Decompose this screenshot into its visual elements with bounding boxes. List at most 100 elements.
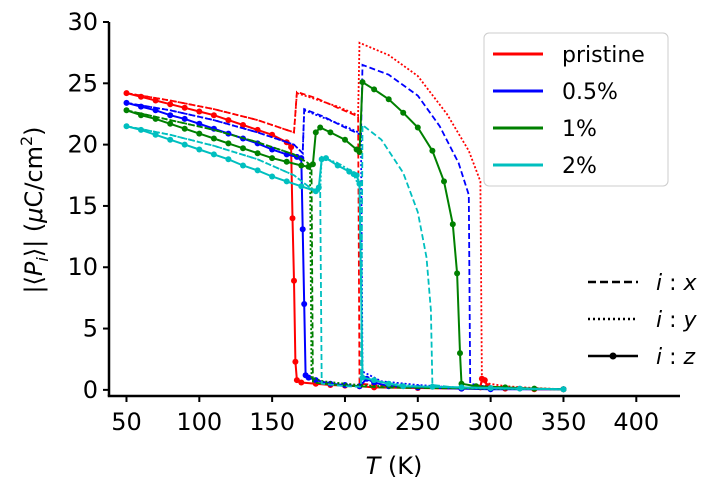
series-2pct-z-point bbox=[353, 172, 360, 179]
series-pristine-z-point bbox=[293, 377, 300, 384]
series-1pct-z-point bbox=[441, 178, 447, 185]
legend-label: 2% bbox=[562, 154, 597, 179]
component-axis: y bbox=[683, 308, 698, 333]
y-axis-title: |⟨Pi⟩| (μC/cm2) bbox=[17, 126, 52, 293]
y-tick-label: 20 bbox=[67, 131, 98, 159]
series-2pct-z-point bbox=[371, 377, 378, 384]
series-1pct-z-point bbox=[356, 149, 363, 155]
y-tick-label: 15 bbox=[67, 192, 98, 220]
series-0p5pct-z-point bbox=[152, 107, 159, 114]
component-legend-label: i : x bbox=[656, 271, 698, 296]
series-2pct-z-point bbox=[254, 167, 261, 174]
series-1pct-z-point bbox=[414, 124, 421, 131]
series-2pct-z-point bbox=[359, 374, 366, 381]
x-tick-label: 200 bbox=[322, 408, 368, 436]
series-pristine-z-point bbox=[123, 90, 130, 97]
series-1pct-z-point bbox=[429, 147, 436, 154]
series-2pct-z-point bbox=[210, 151, 217, 158]
series-2pct-z-point bbox=[385, 380, 392, 387]
series-0p5pct-z-point bbox=[299, 226, 306, 233]
series-pristine-z-point bbox=[225, 117, 232, 124]
legend-label: pristine bbox=[562, 43, 645, 68]
series-2pct-z-point bbox=[138, 126, 144, 133]
series-2pct-z-point bbox=[269, 173, 276, 180]
series-1pct-z-point bbox=[138, 112, 144, 119]
y-tick-label: 5 bbox=[83, 315, 98, 343]
component-axis: z bbox=[683, 345, 696, 370]
series-0p5pct-z-point bbox=[269, 146, 276, 153]
series-2pct-z-point bbox=[225, 156, 232, 163]
component-axis: x bbox=[683, 271, 698, 296]
series-pristine-z-point bbox=[152, 97, 159, 104]
series-pristine-z-point bbox=[288, 144, 295, 151]
series-1pct-z-point bbox=[359, 79, 366, 86]
series-0p5pct-z-point bbox=[301, 301, 308, 307]
series-pristine-z-point bbox=[292, 358, 299, 365]
series-2pct-z-point bbox=[400, 383, 407, 390]
series-2pct-z-point bbox=[356, 180, 363, 187]
series-2pct-z-point bbox=[315, 184, 322, 191]
series-1pct-z-point bbox=[196, 130, 203, 137]
series-0p5pct-z-point bbox=[123, 99, 130, 106]
series-2pct-z-point bbox=[560, 386, 567, 393]
series-1pct-z-point bbox=[181, 125, 188, 132]
series-1pct-z-point bbox=[342, 136, 348, 143]
series-2pct-z-point bbox=[323, 155, 329, 162]
series-legend: pristine 0.5% 1% 2% bbox=[483, 32, 669, 187]
y-tick-label: 30 bbox=[67, 8, 98, 36]
component-var: i bbox=[656, 271, 662, 296]
series-2pct-z-point bbox=[346, 168, 353, 175]
y-tick-label: 25 bbox=[67, 69, 98, 97]
component-var: i bbox=[656, 308, 662, 333]
x-tick-label: 250 bbox=[395, 408, 441, 436]
series-1pct-z-point bbox=[385, 96, 392, 103]
series-2pct-z-point bbox=[516, 385, 523, 392]
series-0p5pct-z-point bbox=[167, 112, 174, 119]
series-1pct-z-point bbox=[225, 140, 232, 147]
series-2pct-z-point bbox=[240, 162, 246, 169]
component-sep: : bbox=[662, 345, 683, 370]
series-2pct-z-point bbox=[123, 123, 130, 130]
x-tick-label: 350 bbox=[541, 408, 587, 436]
series-2pct-z-point bbox=[196, 146, 203, 153]
series-1pct-y-line bbox=[126, 109, 564, 391]
series-pristine-z-point bbox=[138, 93, 144, 100]
series-1pct-z-point bbox=[167, 120, 174, 127]
series-1pct-z-point bbox=[449, 221, 456, 228]
series-2pct-z-point bbox=[334, 162, 341, 169]
series-1pct-z-point bbox=[298, 162, 305, 169]
series-2pct-z-point bbox=[167, 136, 174, 143]
series-pristine-z-point bbox=[210, 112, 217, 119]
series-1pct-z-point bbox=[371, 86, 378, 93]
series-2pct-z-point bbox=[487, 385, 494, 391]
component-sep: : bbox=[662, 271, 683, 296]
x-tick-label: 300 bbox=[468, 408, 514, 436]
series-1pct-z-point bbox=[210, 135, 217, 142]
series-1pct-z-point bbox=[240, 145, 246, 152]
component-var: i bbox=[656, 345, 662, 370]
legend-label: 0.5% bbox=[562, 80, 618, 105]
series-pristine-z-point bbox=[289, 215, 296, 222]
series-pristine-z-point bbox=[481, 377, 488, 384]
legend-frame bbox=[483, 32, 669, 187]
series-0p5pct-y-line bbox=[126, 102, 564, 391]
x-tick-label: 150 bbox=[249, 408, 295, 436]
y-tick-label: 0 bbox=[83, 376, 98, 404]
series-1pct-z-point bbox=[269, 155, 276, 162]
series-pristine-z-point bbox=[196, 108, 203, 115]
series-pristine-z-point bbox=[181, 104, 188, 111]
series-2pct-x-line bbox=[126, 123, 564, 391]
series-2pct-z-point bbox=[298, 183, 305, 190]
component-sep: : bbox=[662, 308, 683, 333]
series-pristine-z-point bbox=[167, 101, 174, 108]
y-ticks: 0 5 10 15 20 25 30 bbox=[67, 8, 109, 404]
series-1pct-z-point bbox=[312, 129, 319, 136]
component-legend: i : xi : yi : z bbox=[588, 271, 698, 370]
x-axis-title: T (K) bbox=[366, 452, 423, 480]
series-1pct-z-point bbox=[309, 161, 316, 168]
x-tick-label: 400 bbox=[613, 408, 659, 436]
component-legend-marker bbox=[609, 352, 617, 360]
plot-area bbox=[123, 41, 567, 393]
legend-label: 1% bbox=[562, 117, 597, 142]
